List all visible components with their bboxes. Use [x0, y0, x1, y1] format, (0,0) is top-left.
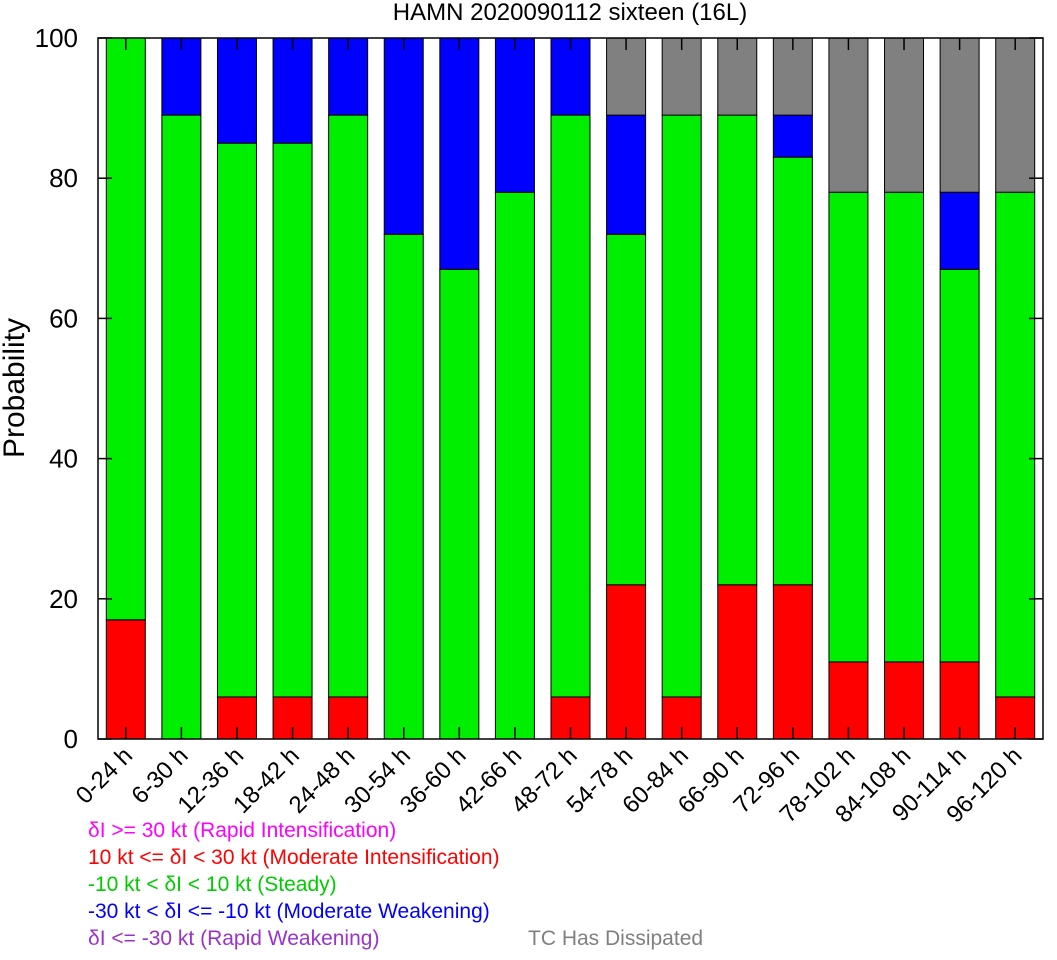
bar-steady-78-102-h [828, 191, 869, 663]
bar-moderate-weakening-12-36-h [216, 37, 257, 144]
y-tick-label: 0 [64, 724, 78, 754]
legend-item-3: -30 kt < δI <= -10 kt (Moderate Weakenin… [88, 900, 490, 923]
bar-steady-90-114-h [939, 268, 980, 663]
bar-steady-54-78-h [606, 233, 647, 586]
legend-item-0: δI >= 30 kt (Rapid Intensification) [88, 819, 397, 842]
y-tick-label: 60 [49, 303, 78, 333]
bar-steady-72-96-h [772, 156, 813, 586]
bar-moderate-weakening-18-42-h [272, 37, 313, 144]
y-tick-label: 80 [49, 163, 78, 193]
bar-steady-12-36-h [216, 142, 257, 698]
bar-tc-has-dissipated-72-96-h [772, 37, 813, 116]
bar-steady-48-72-h [550, 114, 591, 698]
bar-steady-42-66-h [494, 191, 535, 740]
bar-moderate-intensification-72-96-h [772, 584, 813, 740]
bar-tc-has-dissipated-84-108-h [884, 37, 925, 193]
x-tick-label: 0-24 h [71, 742, 138, 809]
bar-moderate-weakening-24-48-h [328, 37, 369, 116]
bar-steady-6-30-h [161, 114, 202, 740]
bar-steady-96-120-h [995, 191, 1036, 698]
chart-title: HAMN 2020090112 sixteen (16L) [393, 0, 747, 26]
bar-steady-84-108-h [884, 191, 925, 663]
bar-moderate-weakening-72-96-h [772, 114, 813, 158]
y-axis-label: Probability [0, 318, 31, 458]
bar-moderate-weakening-90-114-h [939, 191, 980, 270]
bar-tc-has-dissipated-60-84-h [661, 37, 702, 116]
bars-layer [105, 37, 1036, 740]
legend-item-dissipated: TC Has Dissipated [528, 927, 704, 950]
bar-steady-36-60-h [439, 268, 480, 740]
y-tick-label: 40 [49, 444, 78, 474]
bar-tc-has-dissipated-78-102-h [828, 37, 869, 193]
bar-tc-has-dissipated-96-120-h [995, 37, 1036, 193]
bar-moderate-intensification-66-90-h [717, 584, 758, 740]
y-tick-label: 100 [35, 23, 78, 53]
bar-moderate-weakening-42-66-h [494, 37, 535, 193]
bar-tc-has-dissipated-66-90-h [717, 37, 758, 116]
y-tick-label: 20 [49, 584, 78, 614]
bar-steady-66-90-h [717, 114, 758, 586]
bar-tc-has-dissipated-54-78-h [606, 37, 647, 116]
bar-moderate-weakening-48-72-h [550, 37, 591, 116]
bar-moderate-weakening-36-60-h [439, 37, 480, 270]
bar-moderate-intensification-54-78-h [606, 584, 647, 740]
bar-moderate-weakening-30-54-h [383, 37, 424, 235]
bar-steady-30-54-h [383, 233, 424, 740]
bar-moderate-weakening-6-30-h [161, 37, 202, 116]
bar-steady-0-24-h [105, 37, 146, 621]
bar-moderate-weakening-54-78-h [606, 114, 647, 235]
bar-tc-has-dissipated-90-114-h [939, 37, 980, 193]
legend-item-1: 10 kt <= δI < 30 kt (Moderate Intensific… [88, 846, 500, 869]
bar-moderate-intensification-0-24-h [105, 619, 146, 740]
bar-steady-18-42-h [272, 142, 313, 698]
legend-item-4: δI <= -30 kt (Rapid Weakening) [88, 927, 380, 950]
bar-steady-60-84-h [661, 114, 702, 698]
legend-item-2: -10 kt < δI < 10 kt (Steady) [88, 873, 337, 896]
bar-steady-24-48-h [328, 114, 369, 698]
